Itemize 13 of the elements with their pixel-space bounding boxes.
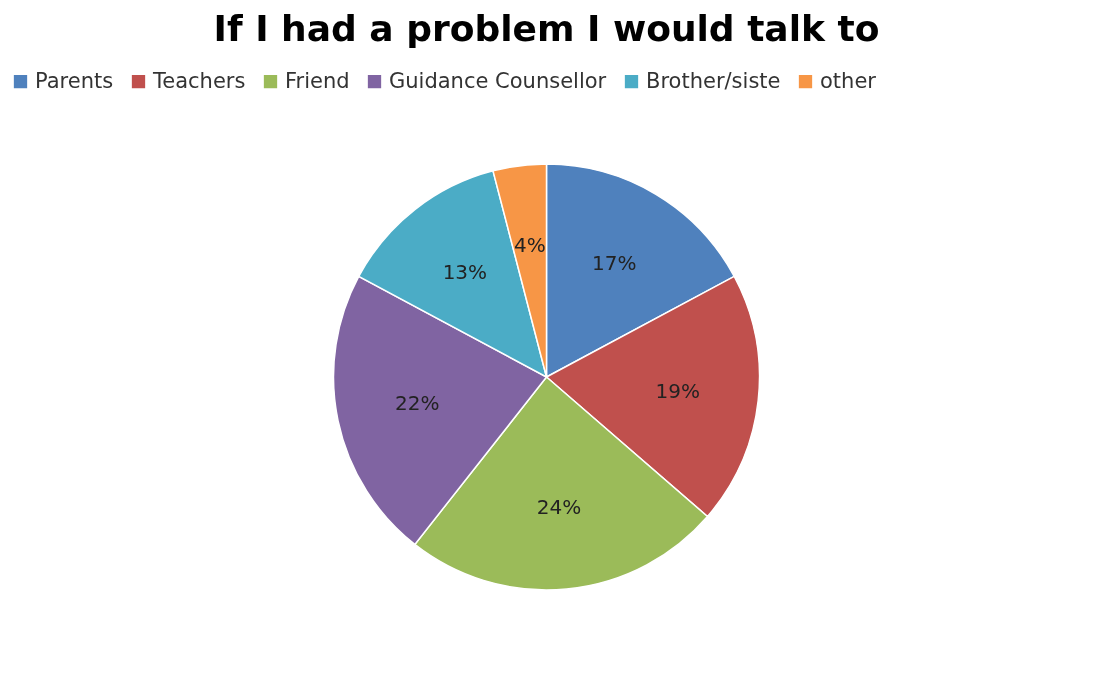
legend-label: other [820, 68, 877, 93]
data-label: 24% [536, 495, 582, 520]
legend-label: Brother/siste [646, 68, 781, 93]
legend-label: Friend [285, 68, 350, 93]
data-label: 13% [442, 260, 488, 285]
chart-title: If I had a problem I would talk to [213, 8, 880, 49]
legend-label: Guidance Counsellor [389, 68, 607, 93]
legend-label: Parents [35, 68, 114, 93]
legend-label: Teachers [152, 68, 246, 93]
data-label: 17% [592, 250, 637, 275]
data-label: 22% [395, 391, 440, 416]
data-label: 4% [513, 233, 546, 257]
data-label: 19% [655, 378, 700, 403]
